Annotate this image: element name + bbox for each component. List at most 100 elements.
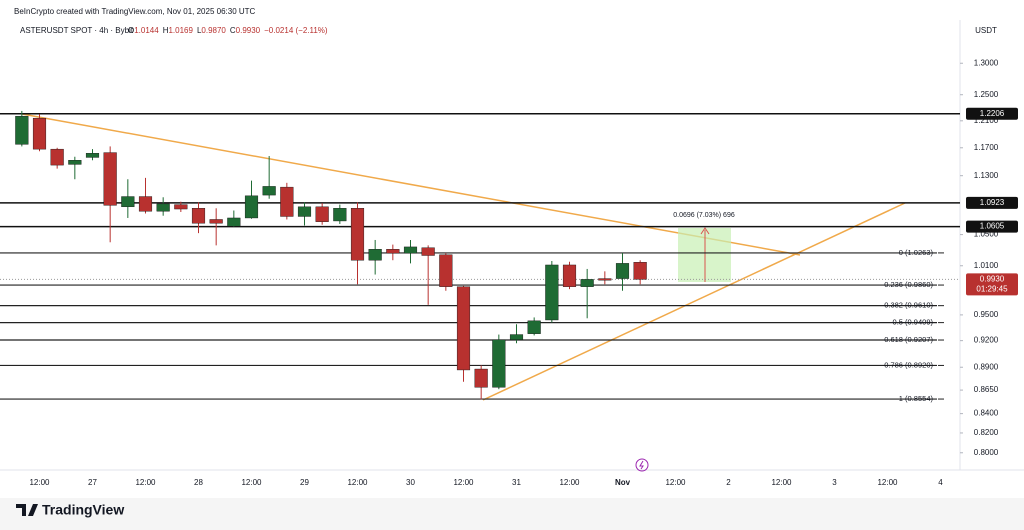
footer-band [0,498,1024,530]
chart-title: ASTERUSDT SPOT · 4h · Bybit [20,26,134,35]
candle-body [474,368,488,388]
fib-label: 0.618 (0.9207) [884,335,933,344]
x-tick-label: 30 [406,478,415,487]
y-tick-label: 1.1700 [974,143,999,152]
candle-body [509,334,524,340]
y-tick-label: 0.9500 [974,310,999,319]
candle-body [368,249,382,261]
candle-body [439,254,453,287]
brand-logo [16,504,38,516]
candle-body [562,264,577,287]
y-axis-unit: USDT [975,26,997,35]
countdown: 01:29:45 [976,284,1008,293]
candle-body [333,208,347,222]
candle-body [68,160,82,165]
resistance-label: 1.0923 [980,198,1005,207]
ohlc-value: 0.9930 [236,26,261,35]
x-tick-label: 4 [938,478,943,487]
candle-body [262,186,276,196]
candle-body [103,152,117,206]
x-tick-label: 27 [88,478,97,487]
trend-line [21,113,801,256]
candle-body [456,286,471,371]
x-tick-label: 29 [300,478,309,487]
ohlc-value: 1.0144 [134,26,159,35]
resistance-label: 1.2206 [980,109,1005,118]
y-tick-label: 1.1300 [974,171,999,180]
candle-body [615,263,630,279]
brand: TradingView [42,502,124,518]
y-tick-label: 0.8400 [974,409,999,418]
candle-body [297,206,312,217]
candle-body [527,320,541,334]
ohlc-value: 1.0169 [168,26,193,35]
candle-body [174,204,188,210]
candle-body [350,208,365,261]
event-icon-bolt [639,460,644,470]
x-tick-label: 12:00 [453,478,474,487]
candle-body [32,117,47,150]
candle-body [421,247,435,256]
y-tick-label: 0.8000 [974,448,999,457]
candle-body [244,195,259,219]
ohlc-change: −0.0214 (−2.11%) [264,26,328,35]
candle-body [138,196,153,212]
trend-line [482,202,906,401]
ohlc-key: C [230,26,236,35]
ohlc-key: L [197,26,202,35]
x-tick-label: 3 [832,478,837,487]
y-tick-label: 1.0100 [974,261,999,270]
y-tick-label: 1.3000 [974,58,999,67]
measure-label: 0.0696 (7.03%) 696 [673,212,735,219]
fib-label: 0.382 (0.9610) [884,301,933,310]
candle-body [492,339,506,388]
candle-body [156,203,170,212]
attribution: BeInCrypto created with TradingView.com,… [14,7,256,16]
candle-body [121,196,135,208]
price-tag [966,196,1018,209]
candle-body [598,278,612,281]
ohlc-key: H [163,26,169,35]
candle-body [633,262,647,280]
y-tick-label: 1.2100 [974,116,999,125]
y-tick-label: 1.0500 [974,230,999,239]
x-tick-label: 12:00 [665,478,686,487]
ohlc-key: O [128,26,134,35]
candle-body [580,279,594,287]
price-tag [966,220,1018,233]
candle-body [209,219,223,224]
candle-body [85,153,100,158]
fib-label: 0 (1.0263) [899,248,934,257]
candle-body [403,246,418,254]
y-tick-label: 0.9200 [974,336,999,345]
candle-body [545,264,559,321]
x-tick-label: 12:00 [877,478,898,487]
x-tick-label: 12:00 [347,478,368,487]
resistance-label: 1.0605 [980,222,1005,231]
candle-body [280,186,294,217]
candle-body [227,217,241,227]
x-tick-label: 12:00 [771,478,792,487]
price-tag [966,107,1018,120]
last-price-label: 0.9930 [980,274,1005,283]
fib-label: 0.236 (0.9860) [884,280,933,289]
ohlc-value: 0.9870 [201,26,226,35]
x-tick-label: 12:00 [559,478,580,487]
x-tick-label: 28 [194,478,203,487]
y-tick-label: 0.8650 [974,385,999,394]
y-tick-label: 0.8900 [974,362,999,371]
candle-body [50,148,64,166]
x-tick-label: 12:00 [241,478,262,487]
last-price-tag [966,273,1018,296]
fib-label: 0.786 (0.8920) [884,360,933,369]
candle-body [15,115,29,145]
candle-body [315,206,329,222]
x-tick-label: 12:00 [135,478,156,487]
x-tick-label: 31 [512,478,521,487]
measure-arrow-head [700,227,710,235]
x-tick-label: Nov [615,478,631,487]
y-tick-label: 0.8200 [974,428,999,437]
x-tick-label: 2 [726,478,731,487]
